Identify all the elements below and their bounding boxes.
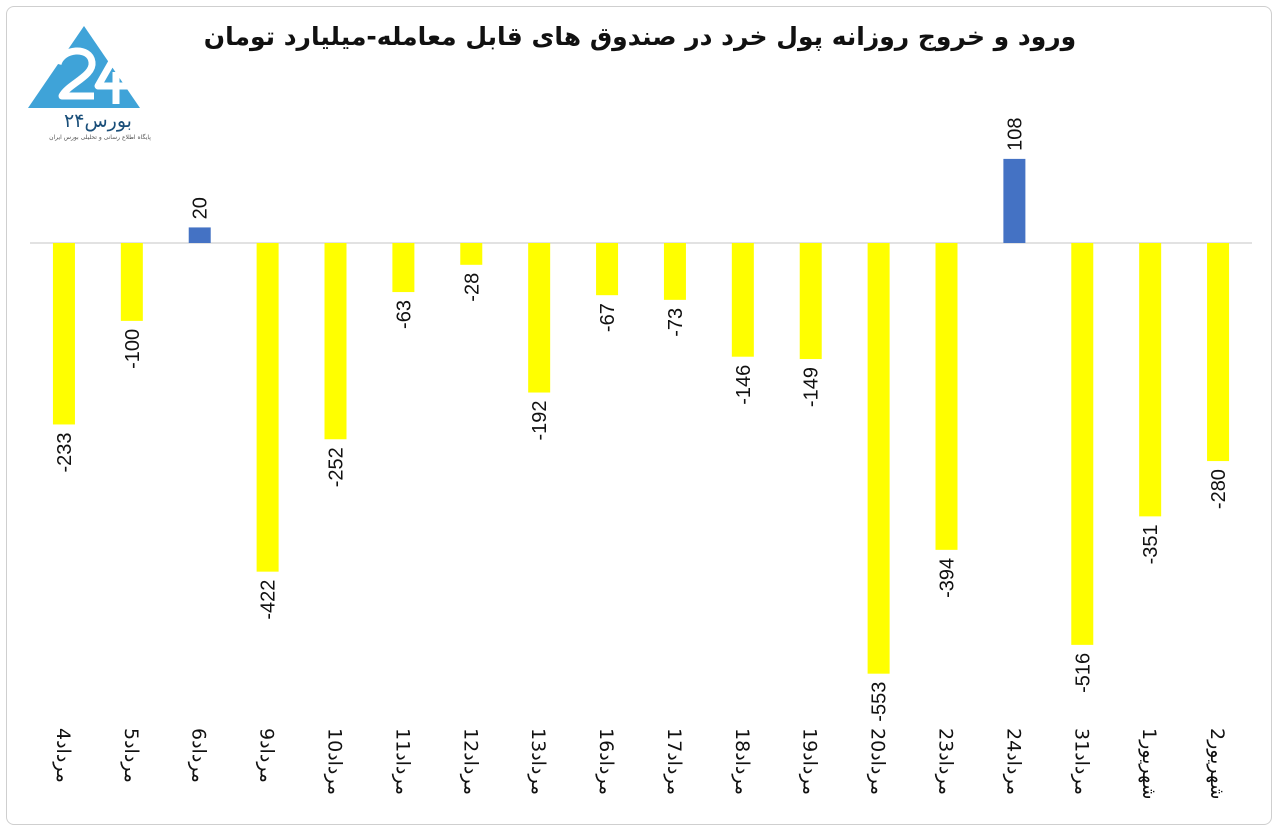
category-label-12: 20مرداد	[867, 728, 889, 795]
category-label-2: 6مرداد	[188, 728, 210, 783]
bar-9	[663, 243, 686, 300]
bar-13	[935, 243, 958, 550]
category-label-9: 17مرداد	[663, 728, 685, 795]
category-label-15: 31مرداد	[1070, 728, 1092, 795]
value-label-1: -100	[122, 329, 144, 369]
value-labels-group: -233 -100 20 -422 -252 -63 -28 -192 -67 -73 -146 -1…	[54, 118, 1230, 722]
value-label-17: -280	[1208, 469, 1230, 509]
category-label-11: 19مرداد	[799, 728, 821, 795]
logo-text: بورس۲۴	[64, 110, 132, 132]
bar-15	[1071, 243, 1094, 645]
category-label-17: 2شهریور	[1206, 728, 1228, 800]
bar-11	[799, 243, 822, 360]
bar-1	[120, 243, 143, 321]
value-label-0: -233	[54, 432, 76, 472]
value-label-6: -28	[461, 273, 483, 302]
category-label-8: 16مرداد	[595, 728, 617, 795]
category-label-6: 12مرداد	[459, 728, 481, 795]
value-label-14: 108	[1004, 118, 1026, 151]
category-label-14: 24مرداد	[1002, 728, 1024, 795]
value-label-12: -553	[869, 682, 891, 722]
chart-frame	[6, 6, 1272, 825]
bar-10	[731, 243, 754, 357]
borse24-logo	[28, 26, 140, 108]
category-label-10: 18مرداد	[731, 728, 753, 795]
value-label-10: -146	[733, 365, 755, 405]
category-label-3: 9مرداد	[256, 728, 278, 783]
bar-3	[256, 243, 279, 572]
value-label-16: -351	[1140, 524, 1162, 564]
category-label-13: 23مرداد	[935, 728, 957, 795]
bar-6	[460, 243, 483, 265]
value-label-13: -394	[937, 558, 959, 598]
bars-group	[52, 158, 1230, 674]
value-label-3: -422	[258, 580, 280, 620]
bar-16	[1139, 243, 1162, 517]
logo-tagline: پایگاه اطلاع رسانی و تحلیلی بورس ایران	[49, 134, 151, 141]
category-label-7: 13مرداد	[527, 728, 549, 795]
bar-7	[528, 243, 551, 393]
category-label-1: 5مرداد	[120, 728, 142, 783]
category-label-16: 1شهریور	[1138, 728, 1160, 800]
bar-14	[1003, 158, 1026, 243]
value-label-8: -67	[597, 303, 619, 332]
value-label-11: -149	[801, 367, 823, 407]
bar-2	[188, 227, 211, 243]
category-label-4: 10مرداد	[324, 728, 346, 795]
value-label-7: -192	[529, 401, 551, 441]
chart-title: ورود و خروج روزانه پول خرد در صندوق های …	[203, 22, 1077, 51]
bar-8	[596, 243, 619, 296]
category-label-0: 4مرداد	[52, 728, 74, 783]
category-labels-group: 4مرداد 5مرداد 6مرداد 9مرداد 10مرداد 11مرداد 12…	[52, 728, 1228, 800]
bar-17	[1207, 243, 1230, 462]
bar-0	[52, 243, 75, 425]
value-label-9: -73	[665, 308, 687, 337]
bar-5	[392, 243, 415, 293]
value-label-15: -516	[1072, 653, 1094, 693]
value-label-5: -63	[393, 300, 415, 329]
bar-4	[324, 243, 347, 440]
category-label-5: 11مرداد	[391, 728, 413, 795]
value-label-2: 20	[190, 197, 212, 219]
bar-12	[867, 243, 890, 674]
value-label-4: -252	[326, 447, 348, 487]
